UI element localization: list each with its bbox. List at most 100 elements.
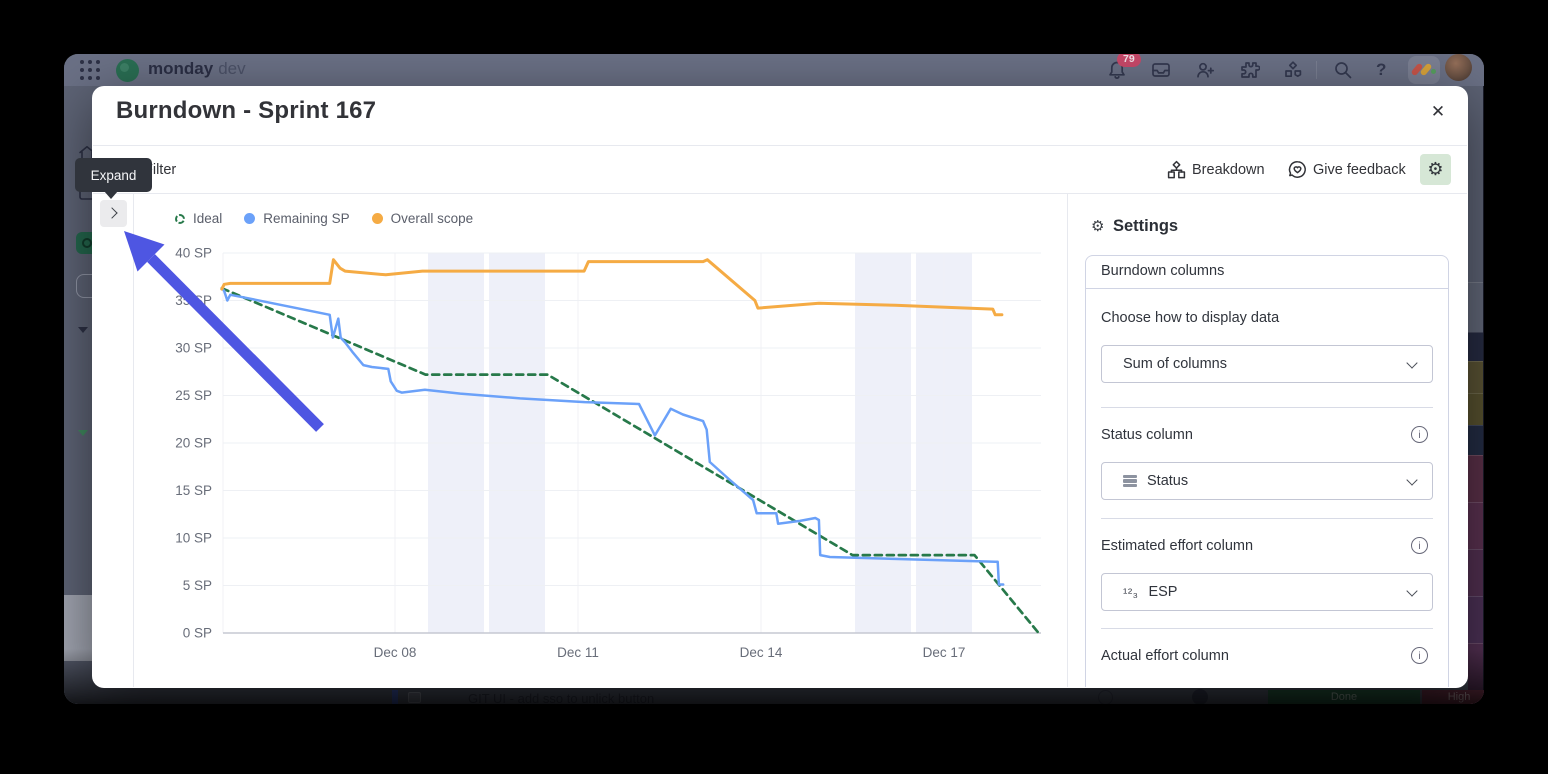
chevron-right-icon (106, 207, 118, 219)
status-column-info-icon[interactable]: i (1411, 426, 1428, 443)
svg-text:Dec 17: Dec 17 (923, 645, 966, 660)
estimated-effort-select[interactable]: ¹²₃ ESP (1101, 573, 1433, 611)
legend-item[interactable]: Overall scope (371, 211, 474, 226)
expand-tooltip-caret (104, 191, 118, 199)
display-data-select[interactable]: Sum of columns (1101, 345, 1433, 383)
dialog-title: Burndown - Sprint 167 (116, 97, 377, 124)
board-strip-cell (1468, 332, 1484, 361)
expand-tooltip: Expand (75, 158, 152, 192)
svg-text:Dec 08: Dec 08 (374, 645, 417, 660)
sidebar-caret-green-icon[interactable] (78, 430, 88, 436)
estimated-effort-value: ESP (1148, 584, 1178, 600)
monday-logo-mark[interactable] (1408, 56, 1440, 84)
actual-effort-info-icon[interactable]: i (1411, 647, 1428, 664)
numbers-icon: ¹²₃ (1123, 584, 1139, 600)
board-strip-cell (1468, 549, 1484, 596)
legend-swatch (244, 213, 256, 224)
estimated-effort-label: Estimated effort column (1101, 538, 1254, 554)
svg-text:Dec 14: Dec 14 (740, 645, 783, 660)
board-strip-cell (1468, 361, 1484, 393)
toolbar-divider (93, 193, 1467, 194)
legend-label: Overall scope (390, 211, 474, 226)
board-strip-cell (1468, 282, 1484, 332)
legend-label: Ideal (193, 211, 223, 226)
status-column-label: Status column (1101, 427, 1193, 443)
user-avatar[interactable] (1445, 54, 1472, 81)
top-bar: monday dev 79 ? (64, 54, 1484, 86)
topbar-divider (1316, 61, 1317, 79)
search-icon[interactable] (1332, 59, 1354, 81)
board-strip-cell (1468, 502, 1484, 549)
product-name-bold: monday (148, 59, 214, 78)
svg-text:Dec 11: Dec 11 (557, 645, 599, 660)
settings-divider (1067, 194, 1068, 687)
logo-dot-green (1431, 69, 1436, 74)
header-divider (93, 145, 1467, 146)
product-name: monday dev (148, 59, 246, 79)
settings-panel-title: Settings (1113, 217, 1179, 235)
notification-badge: 79 (1117, 54, 1141, 67)
section-divider-3 (1101, 628, 1433, 629)
product-name-light: dev (218, 59, 246, 78)
board-strip-cell (1468, 425, 1484, 455)
svg-text:5 SP: 5 SP (183, 578, 212, 593)
monday-logo[interactable] (116, 59, 139, 82)
status-column-value: Status (1147, 473, 1189, 489)
panel-divider (133, 194, 134, 687)
legend-swatch (371, 213, 383, 224)
apps-marketplace-icon[interactable] (1238, 59, 1261, 81)
legend-item[interactable]: Ideal (175, 211, 222, 226)
app-grid-icon[interactable] (80, 60, 84, 64)
gear-icon: ⚙ (1427, 159, 1444, 179)
tab-divider (1086, 288, 1448, 289)
board-strip-cell (1468, 455, 1484, 502)
chart-legend: Ideal Remaining SP Overall scope (175, 211, 473, 226)
inbox-icon[interactable] (1150, 59, 1172, 81)
invite-members-icon[interactable] (1194, 59, 1216, 81)
chevron-down-icon (1406, 357, 1418, 369)
breakdown-button[interactable]: Breakdown (1192, 162, 1265, 178)
estimated-effort-info-icon[interactable]: i (1411, 537, 1428, 554)
status-chip: Done (1268, 690, 1420, 704)
add-icon (1098, 690, 1113, 704)
svg-text:35 SP: 35 SP (175, 293, 212, 308)
task-text: GIT UI - add sso to unlick button (468, 691, 655, 704)
section-divider-2 (1101, 518, 1433, 519)
svg-text:15 SP: 15 SP (175, 483, 212, 498)
group-color-bar (392, 690, 398, 704)
status-column-icon (1123, 474, 1137, 488)
task-checkbox (408, 692, 421, 703)
priority-chip: High (1422, 690, 1484, 704)
board-strip-cell (1468, 643, 1484, 690)
legend-item[interactable]: Remaining SP (244, 211, 350, 226)
breakdown-icon (1166, 159, 1187, 180)
svg-text:30 SP: 30 SP (175, 341, 212, 356)
legend-label: Remaining SP (263, 211, 350, 226)
settings-gear-icon: ⚙ (1091, 218, 1105, 235)
burndown-columns-tab[interactable]: Burndown columns (1101, 263, 1225, 279)
row-avatar (1192, 689, 1208, 704)
expand-button[interactable] (100, 200, 127, 227)
close-button[interactable]: ✕ (1430, 102, 1446, 121)
chevron-down-icon (1406, 474, 1418, 486)
help-icon[interactable]: ? (1376, 60, 1387, 79)
chevron-down-icon (1406, 585, 1418, 597)
board-strip-edge (1483, 86, 1484, 704)
svg-text:40 SP: 40 SP (175, 246, 212, 261)
filter-button[interactable]: Filter (144, 162, 177, 178)
svg-text:10 SP: 10 SP (175, 531, 212, 546)
actual-effort-label: Actual effort column (1101, 648, 1229, 664)
svg-text:25 SP: 25 SP (175, 388, 212, 403)
status-column-select[interactable]: Status (1101, 462, 1433, 500)
display-data-label: Choose how to display data (1101, 310, 1280, 326)
chart-settings-button[interactable]: ⚙ (1420, 154, 1451, 185)
svg-text:0 SP: 0 SP (183, 626, 212, 641)
board-strip (1468, 282, 1484, 704)
legend-swatch (175, 213, 185, 224)
give-feedback-icon (1287, 159, 1308, 180)
svg-text:20 SP: 20 SP (175, 436, 212, 451)
sidebar-caret-icon[interactable] (78, 327, 88, 333)
product-switcher-icon[interactable] (1282, 59, 1304, 81)
give-feedback-button[interactable]: Give feedback (1313, 162, 1406, 178)
